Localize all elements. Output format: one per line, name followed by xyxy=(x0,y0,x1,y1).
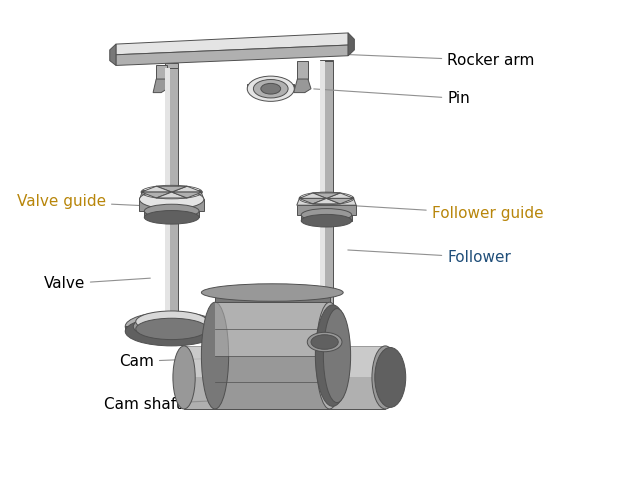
Polygon shape xyxy=(294,79,311,93)
Ellipse shape xyxy=(375,347,406,407)
Polygon shape xyxy=(156,65,167,79)
Polygon shape xyxy=(172,192,202,198)
Ellipse shape xyxy=(202,284,343,301)
Polygon shape xyxy=(141,192,172,198)
Text: Cam shaft: Cam shaft xyxy=(103,397,265,411)
Ellipse shape xyxy=(125,312,218,341)
Text: Cam: Cam xyxy=(119,354,256,369)
Polygon shape xyxy=(141,186,172,192)
Polygon shape xyxy=(348,33,355,56)
Ellipse shape xyxy=(173,346,195,409)
Ellipse shape xyxy=(125,317,218,346)
Bar xyxy=(165,215,170,312)
Bar xyxy=(165,68,179,215)
Ellipse shape xyxy=(261,83,281,94)
Ellipse shape xyxy=(136,318,208,340)
Polygon shape xyxy=(215,292,330,302)
Ellipse shape xyxy=(144,210,199,224)
Ellipse shape xyxy=(144,204,199,218)
Polygon shape xyxy=(139,191,204,200)
Text: Valve guide: Valve guide xyxy=(17,194,161,209)
Polygon shape xyxy=(313,199,340,204)
Bar xyxy=(165,68,170,215)
Polygon shape xyxy=(156,192,187,198)
Ellipse shape xyxy=(307,332,342,352)
Text: Rocker arm: Rocker arm xyxy=(332,53,534,68)
Polygon shape xyxy=(215,302,330,409)
Ellipse shape xyxy=(133,314,210,339)
Polygon shape xyxy=(172,186,202,192)
Bar xyxy=(320,60,333,61)
Polygon shape xyxy=(116,33,348,55)
Ellipse shape xyxy=(316,302,343,409)
Ellipse shape xyxy=(372,346,399,409)
Polygon shape xyxy=(139,200,204,211)
Ellipse shape xyxy=(309,331,344,351)
Polygon shape xyxy=(297,198,356,205)
Polygon shape xyxy=(301,215,352,221)
Text: Pin: Pin xyxy=(313,89,470,106)
Polygon shape xyxy=(247,84,294,89)
Ellipse shape xyxy=(323,308,351,403)
Ellipse shape xyxy=(301,208,352,221)
Polygon shape xyxy=(125,326,218,331)
Ellipse shape xyxy=(315,305,350,407)
Polygon shape xyxy=(299,199,327,204)
Bar xyxy=(165,215,178,312)
Ellipse shape xyxy=(309,318,344,337)
Polygon shape xyxy=(136,322,208,329)
Polygon shape xyxy=(184,346,385,377)
Polygon shape xyxy=(144,211,199,217)
Ellipse shape xyxy=(311,335,338,349)
Text: Valve: Valve xyxy=(44,276,151,291)
Ellipse shape xyxy=(139,190,204,209)
Ellipse shape xyxy=(202,302,229,409)
Polygon shape xyxy=(313,193,340,199)
Text: Follower: Follower xyxy=(348,250,511,265)
Polygon shape xyxy=(309,327,344,341)
Ellipse shape xyxy=(247,76,294,102)
Polygon shape xyxy=(116,45,348,65)
Polygon shape xyxy=(156,186,187,192)
Polygon shape xyxy=(215,302,330,356)
Bar xyxy=(165,62,179,68)
Ellipse shape xyxy=(301,214,352,227)
Bar xyxy=(320,61,325,344)
Text: Follower guide: Follower guide xyxy=(348,205,544,222)
Polygon shape xyxy=(297,205,356,215)
Polygon shape xyxy=(297,61,308,79)
Ellipse shape xyxy=(136,311,208,332)
Polygon shape xyxy=(153,79,167,93)
Bar xyxy=(320,61,333,344)
Polygon shape xyxy=(109,44,116,65)
Polygon shape xyxy=(327,193,354,199)
Ellipse shape xyxy=(253,80,288,98)
Polygon shape xyxy=(153,312,190,322)
Polygon shape xyxy=(299,193,327,199)
Polygon shape xyxy=(327,199,354,204)
Polygon shape xyxy=(184,346,385,409)
